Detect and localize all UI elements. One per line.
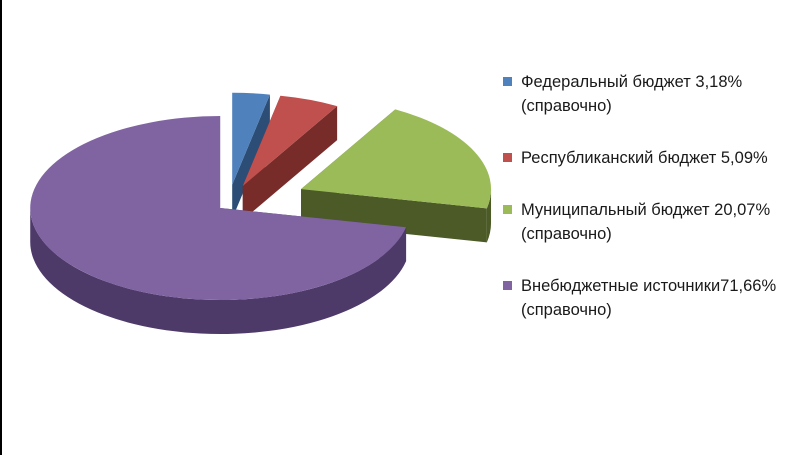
pie-slice-federal xyxy=(232,92,270,219)
chart-legend: Федеральный бюджет 3,18% (справочно) Рес… xyxy=(503,70,798,350)
pie-slice-wall-federal-1 xyxy=(232,94,270,219)
pie-slice-top-municipal xyxy=(301,109,492,209)
legend-swatch-republican xyxy=(503,153,512,162)
pie-chart xyxy=(30,92,492,335)
legend-swatch-offbudget xyxy=(503,281,512,290)
legend-swatch-municipal xyxy=(503,205,512,214)
pie-slice-republican xyxy=(242,95,338,220)
pie-slice-top-offbudget xyxy=(30,116,407,301)
legend-label-offbudget: Внебюджетные источники71,66%(справочно) xyxy=(521,277,777,319)
pie-slice-wall-municipal-1 xyxy=(301,189,487,243)
pie-slice-offbudget xyxy=(30,116,407,335)
legend-label-federal: Федеральный бюджет 3,18% (справочно) xyxy=(521,73,743,115)
pie-slice-side-offbudget xyxy=(30,208,407,335)
legend-swatch-federal xyxy=(503,77,512,86)
pie-slice-side-municipal xyxy=(486,189,492,243)
legend-item-federal: Федеральный бюджет 3,18% (справочно) xyxy=(503,70,798,118)
pie-slice-wall-republican-1 xyxy=(242,106,338,220)
legend-label-municipal: Муниципальный бюджет 20,07%(справочно) xyxy=(521,201,771,243)
pie-slice-top-republican xyxy=(242,95,338,186)
legend-item-republican: Республиканский бюджет 5,09% xyxy=(503,146,798,170)
legend-item-municipal: Муниципальный бюджет 20,07%(справочно) xyxy=(503,198,798,246)
pie-slice-top-federal xyxy=(232,92,270,185)
pie-slice-municipal xyxy=(301,109,492,243)
legend-item-offbudget: Внебюджетные источники71,66%(справочно) xyxy=(503,274,798,322)
legend-label-republican: Республиканский бюджет 5,09% xyxy=(521,149,768,167)
